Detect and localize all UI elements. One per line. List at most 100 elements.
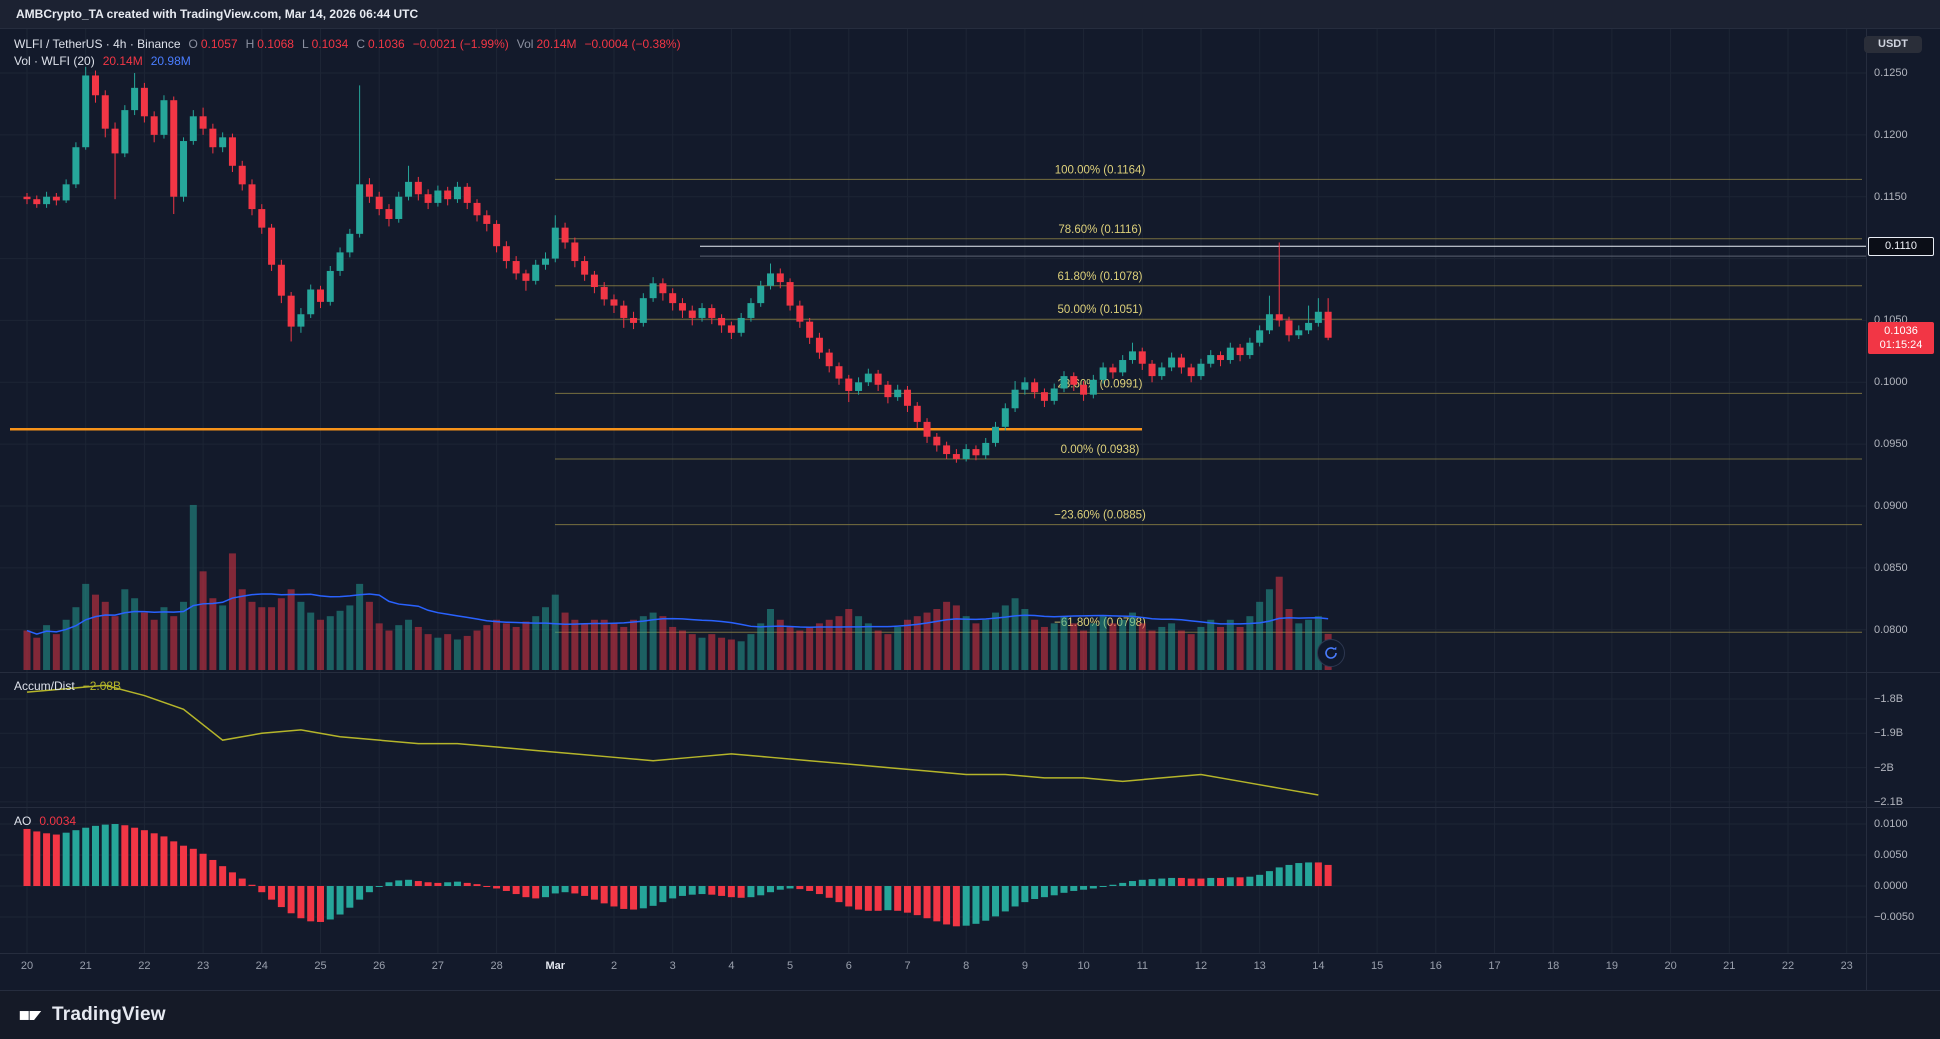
time-axis-label: 16 bbox=[1429, 960, 1442, 972]
fib-label: −23.60% (0.0885) bbox=[1054, 510, 1146, 522]
ao-bar bbox=[140, 830, 148, 886]
fib-label: 78.60% (0.1116) bbox=[1058, 224, 1141, 236]
time-axis-label: 27 bbox=[431, 960, 445, 972]
volume-bar bbox=[140, 612, 148, 670]
candle-body bbox=[581, 261, 589, 275]
ad-axis-label: −2B bbox=[1874, 761, 1894, 774]
tradingview-logo[interactable] bbox=[18, 1003, 43, 1028]
volume-bar bbox=[1099, 616, 1107, 670]
volume-bar bbox=[1256, 601, 1264, 670]
candle-body bbox=[952, 454, 960, 459]
fib-label: 23.60% (0.0991) bbox=[1057, 378, 1142, 390]
candle-body bbox=[453, 186, 461, 200]
ad-axis-label: −2.1B bbox=[1874, 795, 1904, 808]
candle-body bbox=[33, 199, 41, 205]
candle-body bbox=[884, 384, 892, 398]
volume-bar bbox=[483, 625, 491, 670]
candle-body bbox=[1089, 379, 1097, 395]
ao-bar bbox=[708, 886, 716, 895]
volume-bar bbox=[581, 623, 589, 670]
ao-bar bbox=[1324, 864, 1332, 886]
ao-bar bbox=[923, 886, 931, 919]
ao-bar bbox=[796, 886, 804, 890]
volume-bar bbox=[444, 634, 452, 670]
volume-bar bbox=[189, 504, 197, 670]
ao-bar bbox=[1119, 882, 1127, 886]
volume-bar bbox=[1031, 619, 1039, 670]
candle-body bbox=[747, 303, 755, 318]
candle-body bbox=[610, 299, 618, 306]
volume-bar bbox=[571, 619, 579, 670]
currency-badge[interactable]: USDT bbox=[1864, 36, 1922, 53]
candle-body bbox=[923, 421, 931, 437]
ao-bar bbox=[307, 886, 315, 922]
ao-bar bbox=[952, 886, 960, 927]
volume-bar bbox=[1197, 626, 1205, 670]
candle-body bbox=[1138, 351, 1146, 364]
ao-bar bbox=[678, 886, 686, 896]
volume-ma-line bbox=[26, 593, 1329, 635]
candle-body bbox=[600, 287, 608, 300]
candle-body bbox=[326, 270, 334, 302]
tradingview-wordmark[interactable]: TradingView bbox=[52, 1004, 166, 1025]
volume-bar bbox=[1168, 623, 1176, 670]
grid bbox=[0, 29, 1866, 953]
candle-body bbox=[1305, 322, 1313, 331]
candle-body bbox=[405, 181, 413, 197]
volume-bar bbox=[620, 626, 628, 670]
candle-body bbox=[1324, 311, 1332, 338]
volume-bar bbox=[1295, 623, 1303, 670]
volume-bar bbox=[1207, 619, 1215, 670]
ao-bar bbox=[962, 886, 970, 926]
refresh-icon[interactable] bbox=[1317, 639, 1345, 667]
volume-bar bbox=[52, 634, 60, 670]
ao-bar bbox=[815, 886, 823, 895]
volume-bar bbox=[414, 626, 422, 670]
candle-body bbox=[258, 209, 266, 228]
candle-body bbox=[796, 305, 804, 322]
time-axis-label: 10 bbox=[1077, 960, 1090, 972]
candle-body bbox=[659, 283, 667, 294]
volume-bar bbox=[121, 589, 129, 670]
volume-bar bbox=[669, 626, 677, 670]
price-axis-label: 0.1150 bbox=[1874, 190, 1907, 203]
volume-bar bbox=[1265, 589, 1273, 670]
ao-bar bbox=[1246, 876, 1254, 886]
volume-bar bbox=[336, 610, 344, 670]
ao-bar bbox=[776, 886, 784, 890]
candle-body bbox=[1177, 357, 1185, 368]
price-axis-label: 0.0850 bbox=[1874, 561, 1908, 574]
candle-body bbox=[209, 128, 217, 148]
volume-bar bbox=[1089, 623, 1097, 670]
volume-bar bbox=[688, 634, 696, 670]
ao-bar bbox=[101, 824, 109, 886]
fib-label: 0.00% (0.0938) bbox=[1061, 444, 1140, 456]
fib-label: 100.00% (0.1164) bbox=[1055, 164, 1146, 176]
ao-bar bbox=[600, 886, 608, 904]
fibonacci-retracement[interactable]: 100.00% (0.1164) 78.60% (0.1116) 61.80% (0… bbox=[555, 164, 1862, 633]
ao-bar bbox=[1265, 871, 1273, 886]
ao-bar bbox=[72, 830, 80, 886]
candle-body bbox=[82, 75, 90, 148]
candle-body bbox=[228, 137, 236, 166]
ao-bar bbox=[767, 886, 775, 893]
volume-bar bbox=[453, 639, 461, 670]
time-axis-label: 26 bbox=[373, 960, 386, 972]
ao-bar bbox=[228, 872, 236, 886]
candle-body bbox=[708, 308, 716, 318]
volume-bar bbox=[395, 625, 403, 670]
candle-body bbox=[444, 190, 452, 200]
attribution-bar: AMBCrypto_TA created with TradingView.co… bbox=[0, 0, 1940, 29]
volume-bar bbox=[815, 623, 823, 670]
ao-bar bbox=[874, 886, 882, 911]
candle-body bbox=[1187, 367, 1195, 377]
volume-bar bbox=[1187, 634, 1195, 670]
volume-bar bbox=[1177, 630, 1185, 670]
candle-body bbox=[737, 317, 745, 333]
time-axis-label: 22 bbox=[138, 960, 151, 972]
candle-body bbox=[502, 246, 510, 262]
ao-bar bbox=[1295, 863, 1303, 886]
volume-bar bbox=[649, 612, 657, 670]
volume-bar bbox=[219, 605, 227, 670]
